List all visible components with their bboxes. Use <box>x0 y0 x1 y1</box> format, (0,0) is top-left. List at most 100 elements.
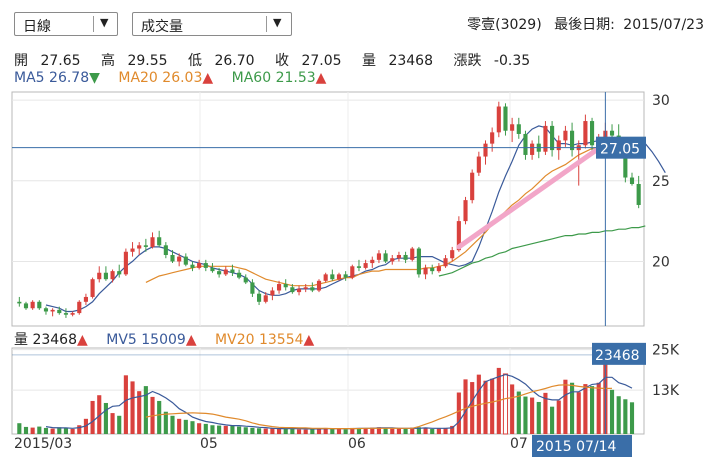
candle-body <box>237 272 242 278</box>
volume-bar <box>77 425 82 434</box>
price-badge <box>596 136 646 159</box>
last-date: 2015/07/23 <box>623 17 704 33</box>
candle-body <box>463 200 468 222</box>
up-triangle-icon: ▲ <box>315 70 327 86</box>
volume-bar <box>57 427 62 434</box>
price-tick-label: 30 <box>652 93 670 109</box>
select-divider <box>93 16 94 32</box>
volume-bar <box>629 402 635 434</box>
volume-bar <box>583 384 588 434</box>
candle-body <box>303 287 308 289</box>
volume-bar <box>523 396 528 434</box>
volume-bar <box>97 395 102 434</box>
stock-header: 零壹(3029) 最後日期: 2015/07/23 <box>467 14 704 34</box>
candle-body <box>410 248 415 260</box>
candle-body <box>416 248 421 275</box>
candle-body <box>523 133 528 155</box>
candle-body <box>157 237 162 246</box>
candle-body <box>137 245 142 249</box>
volume-bar <box>490 378 495 434</box>
volume-bar <box>70 428 75 434</box>
volume-badge <box>592 342 646 365</box>
volume-bar <box>410 427 415 434</box>
up-triangle-icon: ▲ <box>202 70 214 86</box>
volume-bar <box>423 428 428 434</box>
volume-bar <box>383 427 388 434</box>
candle-body <box>336 274 342 280</box>
date-badge <box>532 435 632 457</box>
candle-body <box>37 301 42 309</box>
chevron-down-icon[interactable]: ▼ <box>100 16 109 29</box>
volume-bar <box>163 411 168 434</box>
candle-body <box>296 288 302 293</box>
volume-bar <box>217 425 222 434</box>
candle-body <box>143 245 148 247</box>
candle-body <box>456 221 461 251</box>
period-select-value: 日線 <box>23 19 51 35</box>
candle-body <box>283 284 288 288</box>
candle-body <box>470 172 475 201</box>
volume-bar <box>203 423 208 434</box>
volume-bar <box>177 418 182 434</box>
volume-bar <box>230 425 235 434</box>
volume-bar <box>290 428 295 434</box>
candle-body <box>130 248 135 252</box>
period-select[interactable]: 日線 ▼ <box>14 12 118 36</box>
volume-bar <box>170 415 175 434</box>
candle-body <box>443 258 448 267</box>
candle-body <box>363 263 368 268</box>
indicator-select[interactable]: 成交量 ▼ <box>132 12 292 36</box>
volume-bar <box>316 428 322 434</box>
volume-bar <box>350 427 355 434</box>
price-tick-label: 20 <box>652 254 670 270</box>
candle-body <box>270 290 275 296</box>
candle-body <box>50 309 55 312</box>
candle-body <box>263 295 268 302</box>
chevron-down-icon[interactable]: ▼ <box>273 16 282 29</box>
candle-body <box>423 267 428 275</box>
candle-body <box>223 269 228 275</box>
candle-body <box>163 245 168 255</box>
candle-body <box>123 251 128 275</box>
volume-bar <box>343 429 348 434</box>
volume-bar <box>90 400 95 434</box>
up-triangle-icon: ▲ <box>185 332 197 348</box>
mv20-line <box>145 384 613 430</box>
candle-body <box>516 124 521 134</box>
volume-bar <box>303 429 308 434</box>
candle-body <box>183 256 188 265</box>
volume-bar <box>516 391 521 434</box>
candle-body <box>556 140 561 151</box>
candle-body <box>436 266 441 272</box>
candle-body <box>510 124 515 131</box>
volume-bar <box>190 421 195 434</box>
indicator-select-value: 成交量 <box>141 19 183 35</box>
volume-bar <box>23 426 29 434</box>
volume-bar <box>363 428 368 434</box>
last-date-label: 最後日期: <box>554 17 615 33</box>
candle-body <box>609 130 615 136</box>
candle-body <box>370 259 375 264</box>
volume-bar <box>130 381 135 434</box>
candle-body <box>316 280 322 291</box>
volume-bar <box>197 423 202 434</box>
volume-bar <box>456 392 461 434</box>
ohlc-summary: 開 27.65 高 29.55 低 26.70 收 27.05 量 23468 … <box>14 50 546 70</box>
price-badge-label: 27.05 <box>600 142 640 158</box>
volume-tick-label: 13K <box>652 383 680 399</box>
candle-body <box>203 263 208 268</box>
candle-body <box>250 282 255 294</box>
volume-bar <box>556 400 561 434</box>
volume-bar <box>123 375 128 434</box>
volume-bar <box>390 428 395 434</box>
volume-bar <box>310 428 315 434</box>
volume-bar <box>143 386 148 434</box>
candle-body <box>403 254 408 260</box>
candle-body <box>589 121 595 146</box>
candle-body <box>217 271 222 275</box>
volume-bar <box>536 401 541 434</box>
volume-bar <box>276 428 282 434</box>
volume-bar <box>336 428 342 434</box>
x-tick-label: 06 <box>348 436 366 452</box>
